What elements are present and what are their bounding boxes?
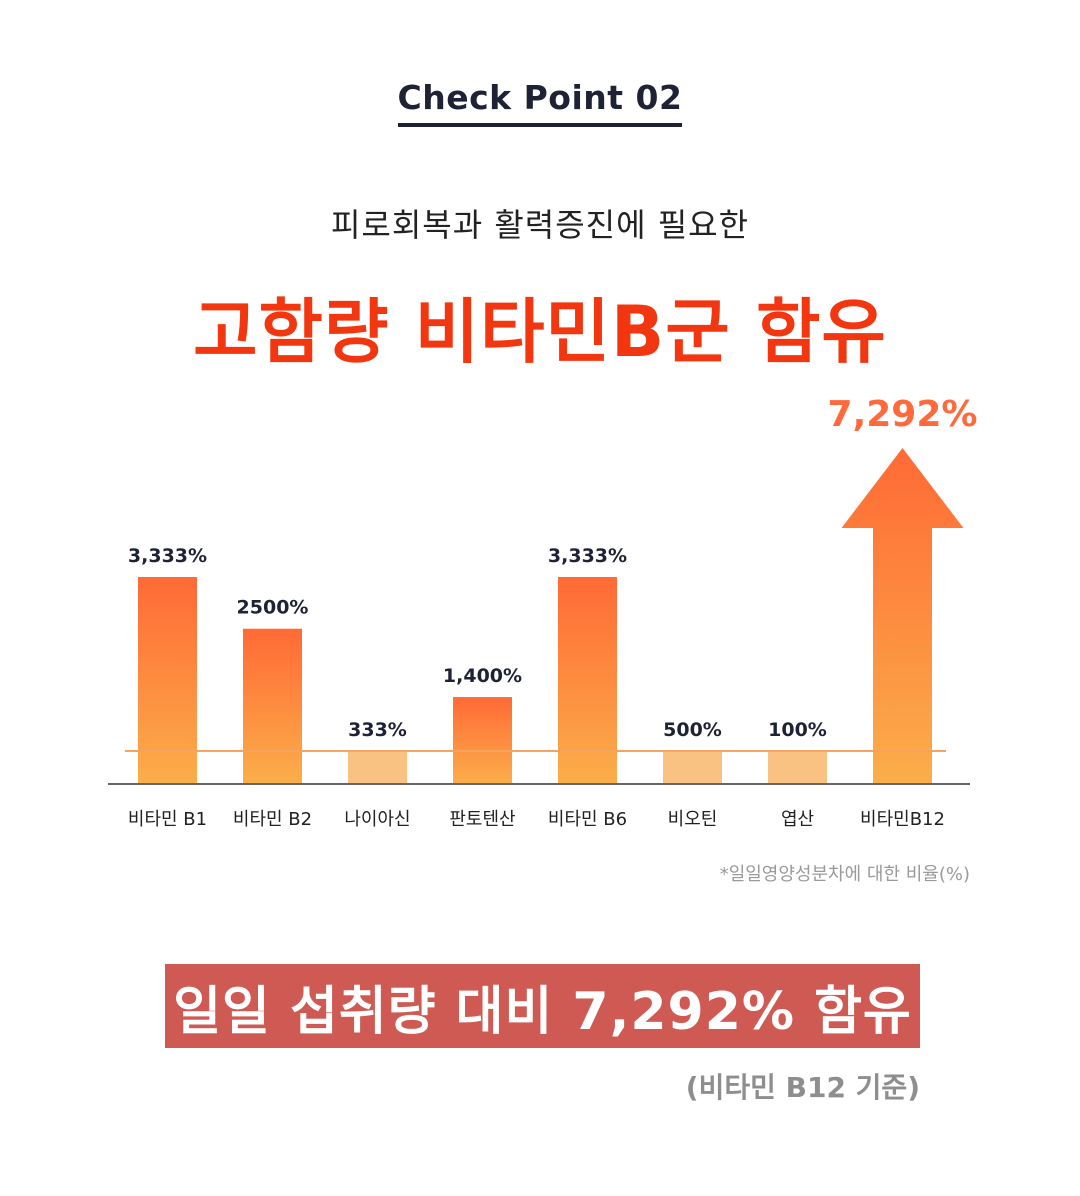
- category-label-비타민-B1: 비타민 B1: [128, 809, 207, 830]
- category-label-판토텐산: 판토텐산: [449, 809, 515, 830]
- data-label-판토텐산: 1,400%: [443, 665, 522, 687]
- data-label-비타민B12: 7,292%: [828, 394, 978, 435]
- category-label-엽산: 엽산: [781, 809, 814, 830]
- bar-비타민-B2: [243, 629, 302, 784]
- subtitle: 피로회복과 활력증진에 필요한: [0, 200, 1080, 246]
- category-label-나이아신: 나이아신: [344, 809, 410, 830]
- bar-나이아신: [348, 751, 407, 784]
- data-label-나이아신: 333%: [348, 719, 407, 741]
- headline: 고함량 비타민B군 함유: [0, 276, 1080, 377]
- category-label-비타민B12: 비타민B12: [860, 809, 945, 830]
- vitamin-bar-chart: 3,333% 비타민 B1 2500% 비타민 B2 333% 나이아신 1,400% 판토텐…: [0, 380, 1080, 850]
- footnote: *일일영양성분차에 대한 비율(%): [720, 860, 970, 886]
- bar-비타민B12: [842, 448, 964, 784]
- checkpoint-label: Check Point 02: [398, 78, 683, 127]
- data-label-엽산: 100%: [768, 719, 827, 741]
- data-label-비타민-B1: 3,333%: [128, 545, 207, 567]
- data-label-비타민-B6: 3,333%: [548, 545, 627, 567]
- category-label-비오틴: 비오틴: [668, 809, 718, 830]
- bar-엽산: [768, 751, 827, 784]
- bar-비오틴: [663, 751, 722, 784]
- checkpoint-title: Check Point 02: [0, 78, 1080, 127]
- bar-판토텐산: [453, 697, 512, 784]
- category-label-비타민-B6: 비타민 B6: [548, 809, 627, 830]
- data-label-비오틴: 500%: [663, 719, 722, 741]
- category-label-비타민-B2: 비타민 B2: [233, 809, 312, 830]
- bar-비타민-B1: [138, 577, 197, 784]
- basis-note: (비타민 B12 기준): [686, 1066, 920, 1106]
- data-label-비타민-B2: 2500%: [237, 597, 309, 619]
- bar-비타민-B6: [558, 577, 617, 784]
- summary-banner: 일일 섭취량 대비 7,292% 함유: [165, 964, 920, 1048]
